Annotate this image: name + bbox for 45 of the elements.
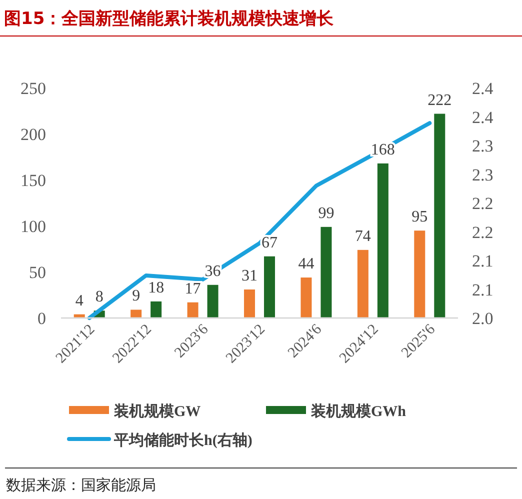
data-label: 222	[428, 92, 452, 109]
y-tick-label: 0	[38, 309, 46, 328]
source-note: 数据来源：国家能源局	[6, 477, 156, 494]
data-label: 8	[95, 288, 104, 306]
y2-tick-label: 2.1	[472, 252, 494, 270]
y2-tick-label: 2.2	[472, 222, 494, 242]
bar	[150, 301, 162, 318]
y2-tick-label: 2.3	[472, 165, 494, 184]
bar	[434, 114, 446, 318]
legend-label: 装机规模GW	[113, 403, 201, 420]
bar	[300, 278, 312, 318]
chart-title: 图15：全国新型储能累计装机规模快速增长	[4, 9, 335, 29]
legend-label: 平均储能时长h(右轴)	[113, 432, 252, 449]
data-label: 99	[318, 204, 334, 222]
bar	[357, 250, 368, 318]
bar	[207, 284, 218, 318]
y-tick-label: 100	[20, 217, 46, 236]
bar	[320, 226, 332, 318]
y2-tick-label: 2.0	[472, 309, 494, 328]
data-label: 18	[148, 279, 164, 296]
bar	[264, 256, 275, 318]
data-label: 31	[242, 267, 258, 284]
y-tick-label: 200	[20, 125, 46, 144]
bar	[377, 163, 388, 318]
bar	[244, 289, 255, 318]
y2-tick-label: 2.1	[472, 280, 494, 300]
y2-tick-label: 2.4	[472, 108, 494, 127]
data-label: 9	[132, 288, 140, 305]
data-label: 4	[75, 292, 84, 310]
bar	[187, 302, 198, 318]
legend-label: 装机规模GWh	[310, 403, 407, 420]
data-label: 67	[262, 234, 278, 252]
y-tick-label: 50	[29, 263, 46, 282]
y-tick-label: 150	[20, 171, 46, 190]
y2-tick-label: 2.3	[472, 136, 494, 156]
y2-tick-label: 2.4	[472, 79, 494, 98]
bar	[130, 310, 142, 318]
bar	[414, 230, 426, 318]
data-label: 44	[298, 256, 314, 273]
data-label: 74	[354, 228, 371, 245]
data-label: 95	[412, 208, 428, 226]
y2-tick-label: 2.2	[472, 194, 494, 213]
data-label: 17	[184, 280, 201, 298]
y-tick-label: 250	[20, 79, 46, 98]
line-series	[87, 121, 432, 320]
